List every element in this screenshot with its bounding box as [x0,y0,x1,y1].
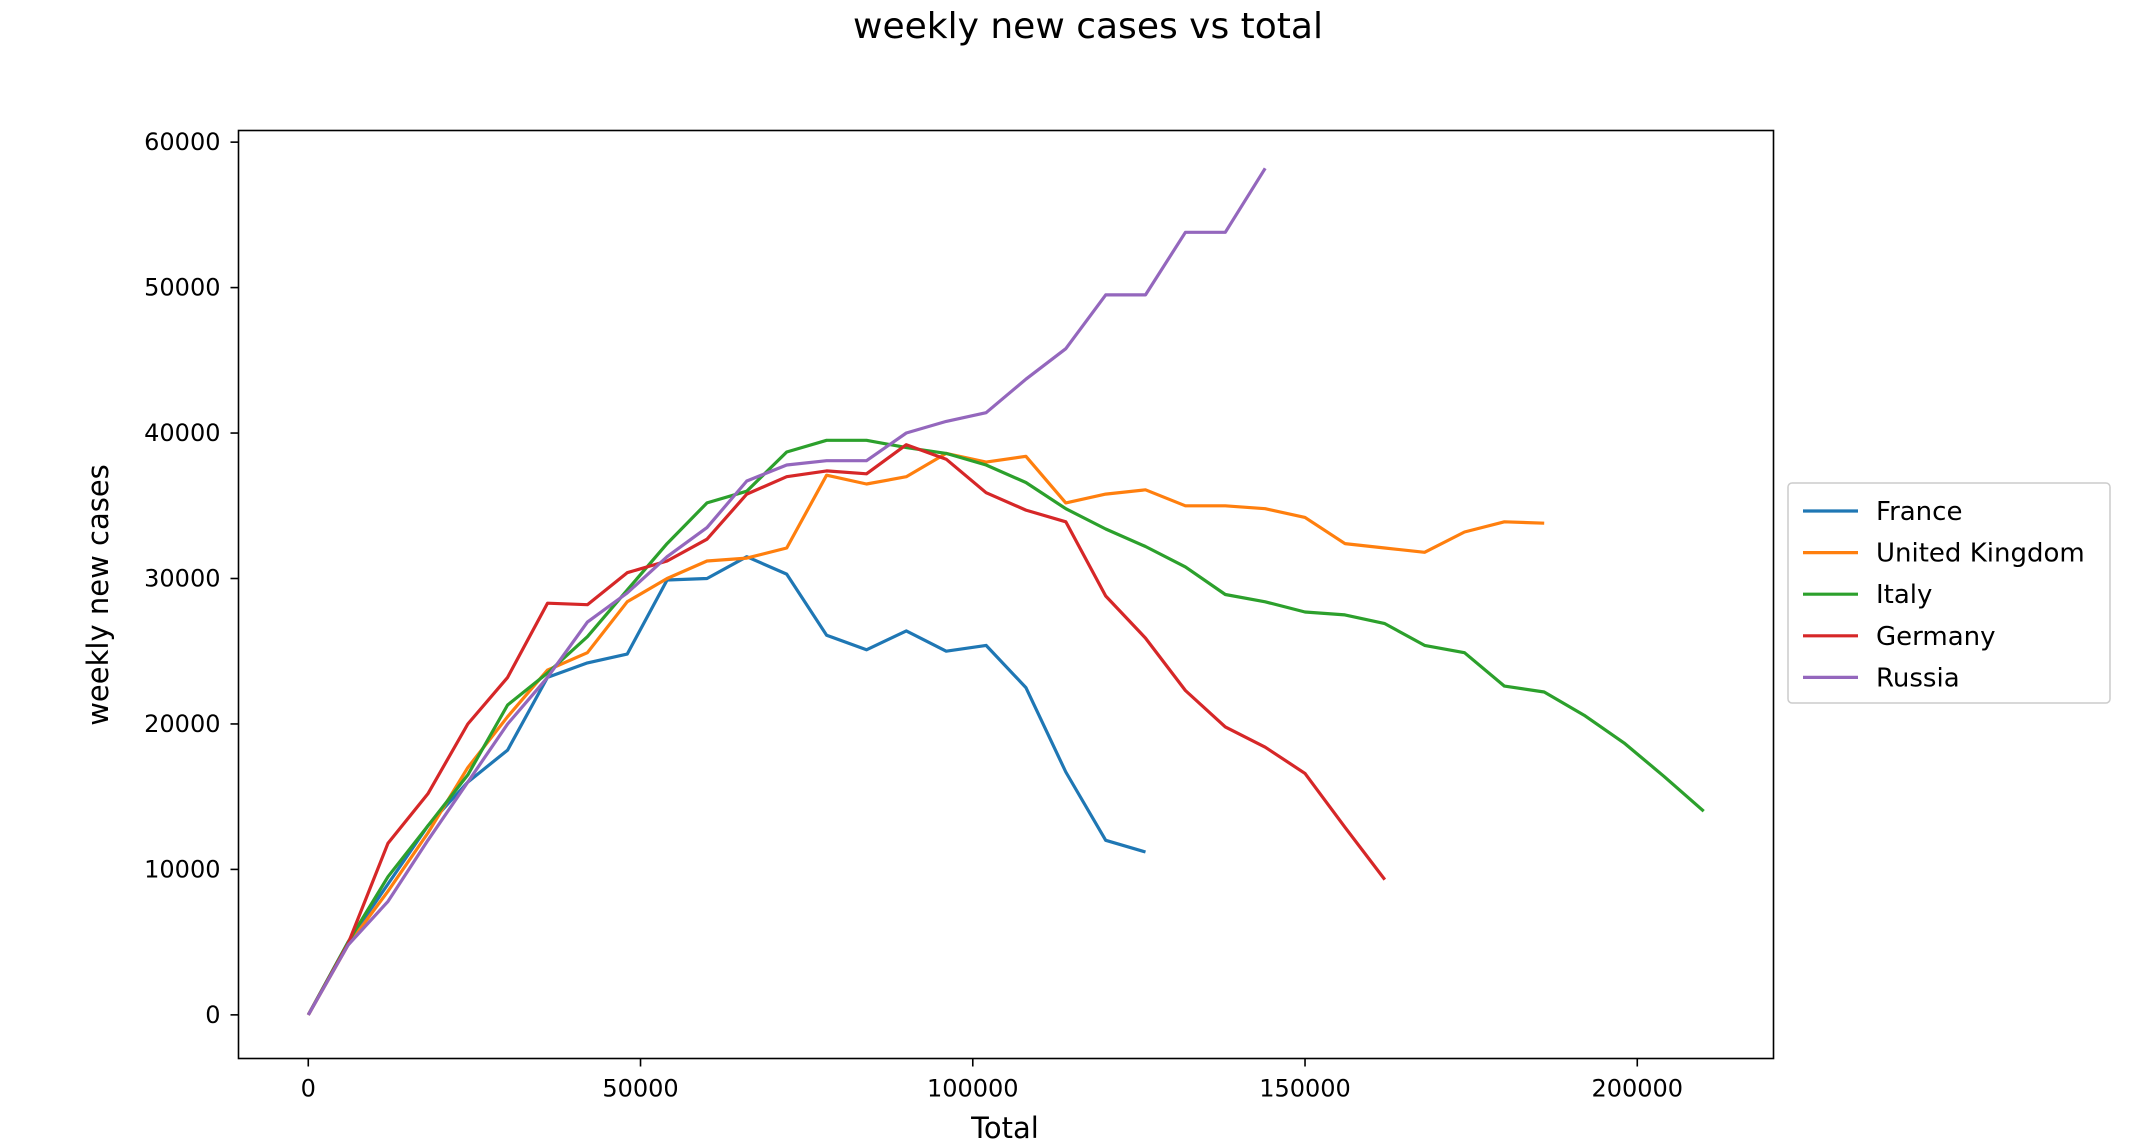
series-line-italy [306,438,1705,1016]
plot-frame [237,129,1775,1060]
series-line-united-kingdom [306,451,1545,1016]
legend-label-russia: Russia [1876,663,1960,693]
y-tick-label: 10000 [144,855,220,883]
y-tick-label: 0 [205,1001,220,1029]
legend-items: France United Kingdom Italy Germany Russia [1803,497,2085,693]
y-tick-label: 60000 [144,128,220,156]
x-axis-title: Total [970,1111,1039,1145]
y-tick-label: 40000 [144,419,220,447]
series-line-germany [306,443,1387,1016]
series-layer [306,167,1705,1016]
x-tick-label: 50000 [602,1075,678,1103]
x-tick-label: 200000 [1591,1075,1683,1103]
x-tick-label: 0 [301,1075,316,1103]
y-axis-title: weekly new cases [81,464,115,726]
x-tick-label: 150000 [1259,1075,1351,1103]
x-tick-label: 100000 [927,1075,1019,1103]
legend-frame [1787,482,2111,704]
y-tick-label: 20000 [144,710,220,738]
chart-title: weekly new cases vs total [853,6,1323,47]
y-tick-label: 50000 [144,274,220,302]
series-line-russia [306,167,1267,1016]
legend-label-france: France [1876,497,1962,527]
legend-label-italy: Italy [1876,580,1932,610]
y-tick-label: 30000 [144,565,220,593]
axis-ticks: 0 50000 100000 150000 200000 0 10000 20000 30000… [144,128,1683,1102]
legend-label-germany: Germany [1876,622,1996,652]
legend: France United Kingdom Italy Germany Russia [1787,482,2111,704]
legend-label-united-kingdom: United Kingdom [1876,539,2085,569]
series-line-france [306,555,1146,1016]
